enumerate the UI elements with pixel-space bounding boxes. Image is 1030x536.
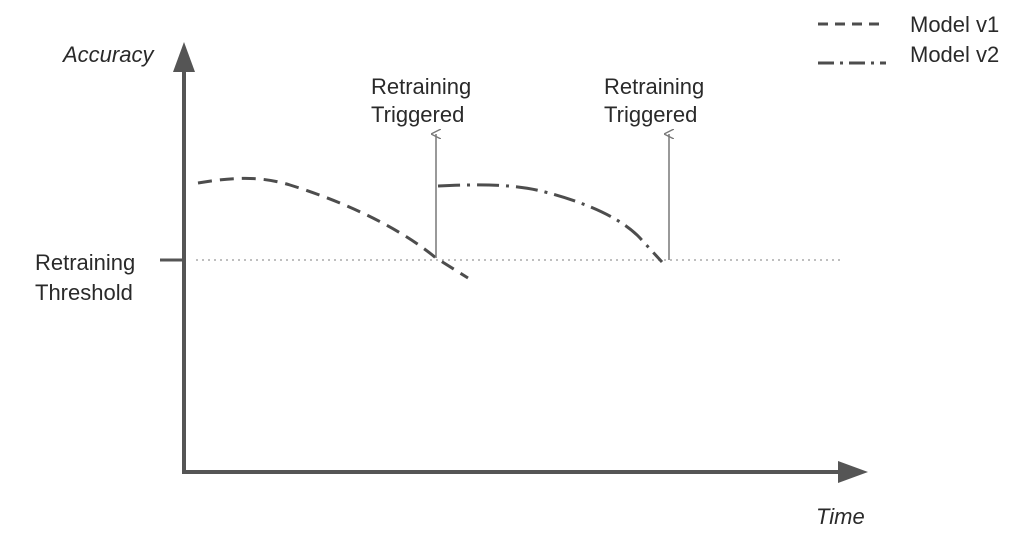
x-axis-arrowhead: [838, 461, 868, 483]
legend-label-model-v1: Model v1: [910, 12, 999, 37]
trigger-1-label-line2: Triggered: [371, 102, 464, 127]
threshold-label-line2: Threshold: [35, 280, 133, 305]
x-axis: [182, 461, 868, 483]
model-v1-curve: [197, 176, 469, 280]
y-axis-label: Accuracy: [61, 42, 155, 67]
trigger-2-label-line1: Retraining: [604, 74, 704, 99]
y-axis: [173, 42, 195, 472]
y-axis-arrowhead: [173, 42, 195, 72]
legend: Model v1 Model v2: [818, 12, 999, 67]
trigger-2-label-line2: Triggered: [604, 102, 697, 127]
x-axis-label: Time: [816, 504, 865, 529]
legend-label-model-v2: Model v2: [910, 42, 999, 67]
threshold-label-line1: Retraining: [35, 250, 135, 275]
model-v2-curve: [437, 183, 664, 264]
trigger-1-label-line1: Retraining: [371, 74, 471, 99]
